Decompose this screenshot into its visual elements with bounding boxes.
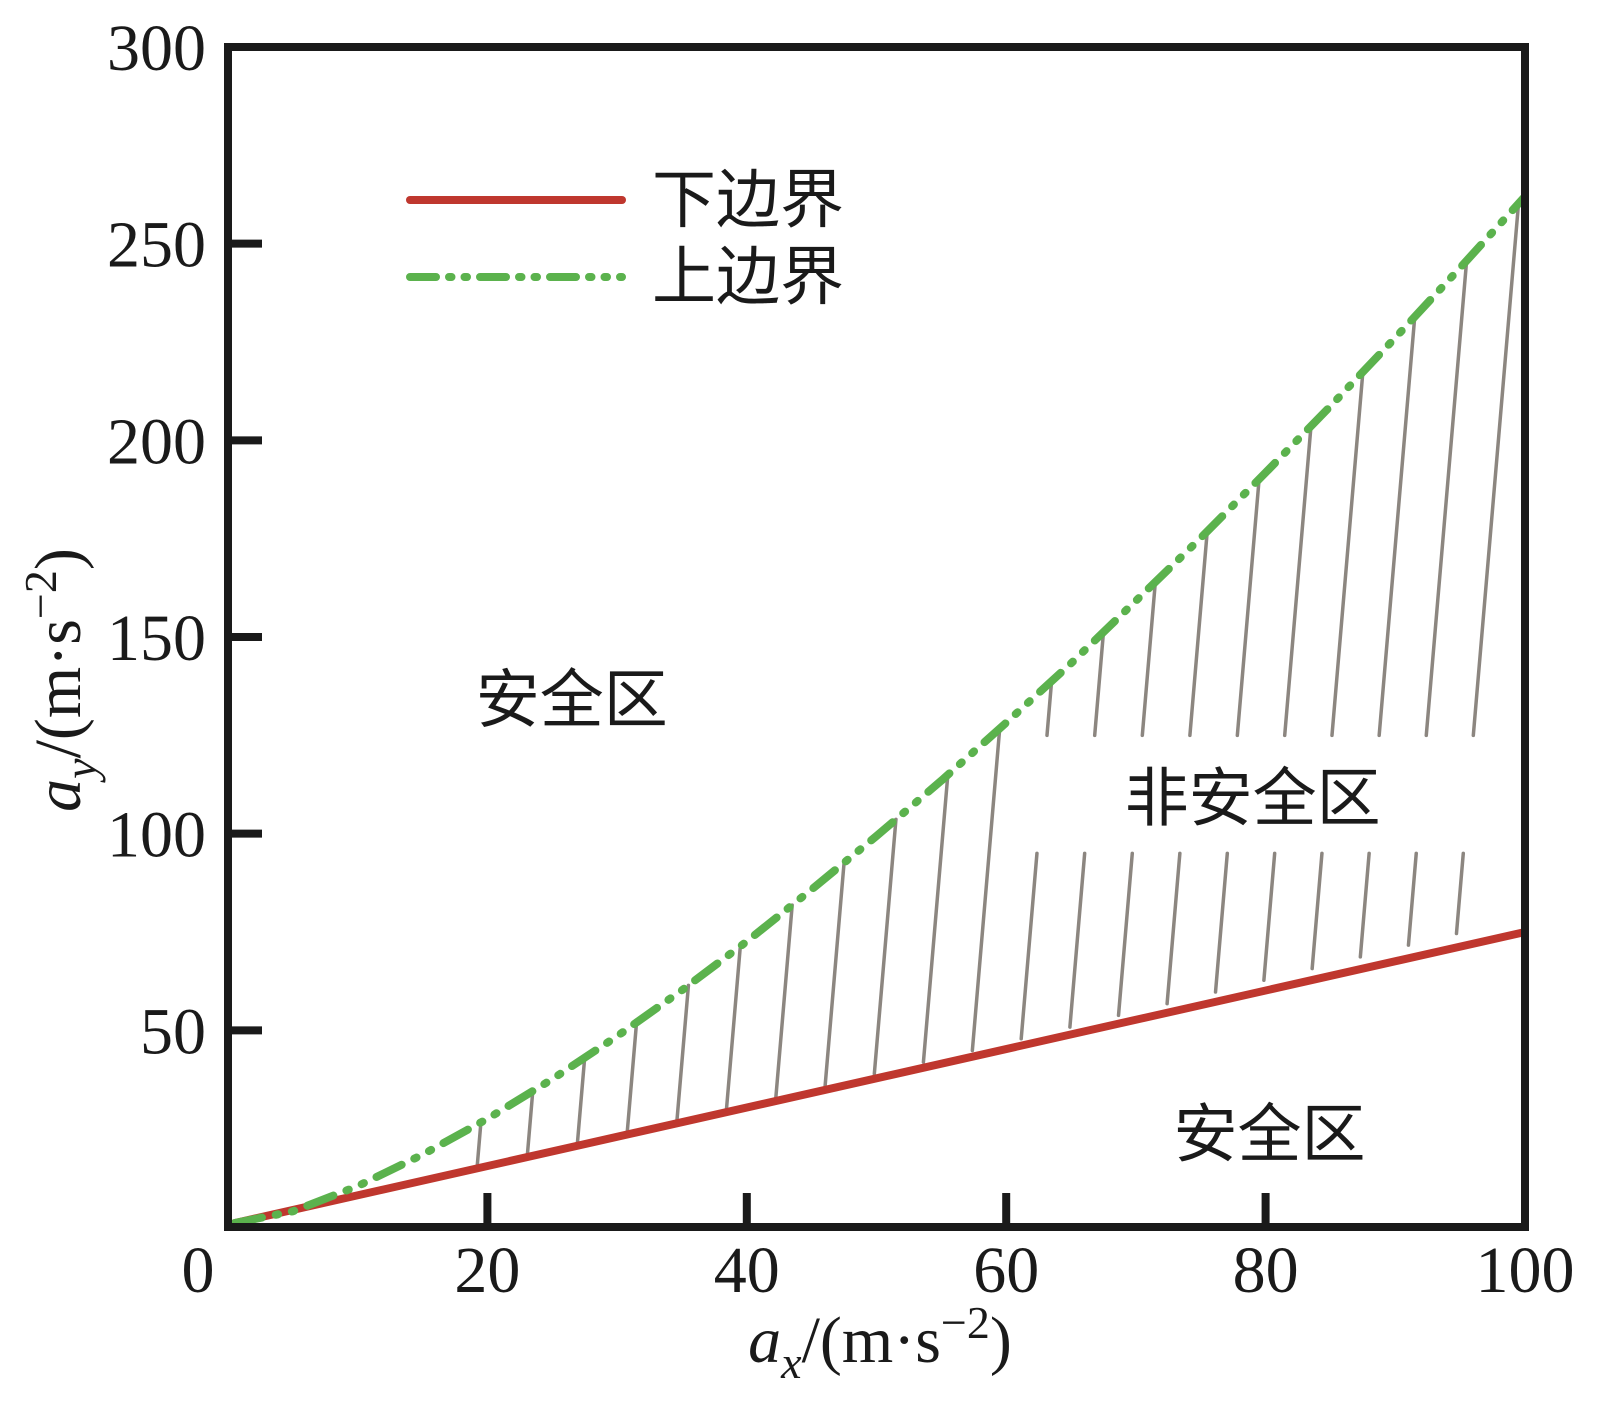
hatch-line-upper	[1282, 424, 1313, 738]
hatch-line-upper	[1188, 529, 1209, 738]
x-axis-tick-label: 100	[1476, 1234, 1575, 1307]
hatch-line	[921, 773, 950, 1064]
hatch-line-lower	[1068, 851, 1087, 1029]
hatch-line	[872, 817, 898, 1076]
axis-ticks	[232, 239, 1270, 1223]
hatch-line-upper	[1235, 477, 1261, 738]
hatch-region	[475, 201, 1521, 1170]
hatch-line-upper	[1330, 370, 1365, 738]
axis-title-segment: )	[990, 1304, 1012, 1377]
hatch-line-lower	[1262, 851, 1277, 983]
lower-boundary-line	[230, 928, 1529, 1228]
hatch-line-upper	[1092, 630, 1106, 738]
y-axis-tick-label: 250	[107, 209, 206, 282]
axis-title-segment: a	[748, 1304, 781, 1377]
hatch-line	[774, 903, 794, 1100]
hatch-line-upper	[1424, 258, 1469, 738]
x-axis-tick-label: 40	[714, 1234, 780, 1307]
y-axis-title: ay/(m·s−2)	[15, 548, 106, 812]
axis-title-segment: −2	[15, 570, 66, 619]
hatch-line	[475, 1120, 483, 1170]
region-annotation: 非安全区	[1125, 763, 1381, 834]
axis-title-segment: x	[780, 1337, 802, 1388]
axis-title-segment: y	[55, 758, 106, 783]
axis-title-segment: /(m·s	[802, 1304, 941, 1377]
x-axis-tick-label: 60	[973, 1234, 1039, 1307]
hatch-line-lower	[1165, 851, 1182, 1006]
x-axis-tick-label: 80	[1233, 1234, 1299, 1307]
hatch-line-upper	[1045, 679, 1054, 738]
hatch-line	[625, 1020, 639, 1135]
axis-title-segment: −2	[941, 1297, 990, 1348]
hatch-line-upper	[1471, 201, 1521, 738]
y-axis-tick-label: 50	[140, 995, 206, 1068]
hatch-line	[970, 726, 1002, 1053]
y-axis-tick-label: 300	[107, 12, 206, 85]
hatch-line-lower	[1358, 851, 1371, 959]
y-axis-tick-label: 150	[107, 602, 206, 675]
hatch-line-upper	[1377, 314, 1417, 738]
legend-label: 上边界	[652, 242, 844, 313]
x-axis-tick-label: 0	[182, 1234, 215, 1307]
axis-title-segment: /(m·s	[22, 619, 95, 758]
hatch-line	[525, 1089, 535, 1158]
hatch-line	[823, 861, 846, 1088]
hatch-line-lower	[1310, 851, 1324, 971]
x-axis-title: ax/(m·s−2)	[748, 1297, 1012, 1388]
axis-title-segment: )	[22, 548, 95, 570]
axis-title-segment: a	[22, 779, 95, 812]
hatch-line-upper	[1140, 580, 1158, 738]
plot-border	[224, 43, 1529, 1231]
hatch-line	[575, 1055, 587, 1146]
hatch-line-lower	[1406, 851, 1418, 947]
legend-label: 下边界	[652, 165, 844, 236]
y-axis-tick-label: 100	[107, 799, 206, 872]
hatch-line-lower	[1213, 851, 1230, 994]
region-annotation: 安全区	[1173, 1100, 1365, 1171]
hatch-line-lower	[1454, 851, 1466, 936]
hatch-line-lower	[1019, 851, 1039, 1041]
y-axis-tick-label: 200	[107, 405, 206, 478]
hatch-line-lower	[1116, 851, 1135, 1018]
x-axis-tick-label: 20	[454, 1234, 520, 1307]
region-annotation: 安全区	[476, 665, 668, 736]
hatch-line	[675, 983, 691, 1123]
upper-boundary-line	[230, 192, 1529, 1228]
hatch-line	[724, 944, 743, 1111]
